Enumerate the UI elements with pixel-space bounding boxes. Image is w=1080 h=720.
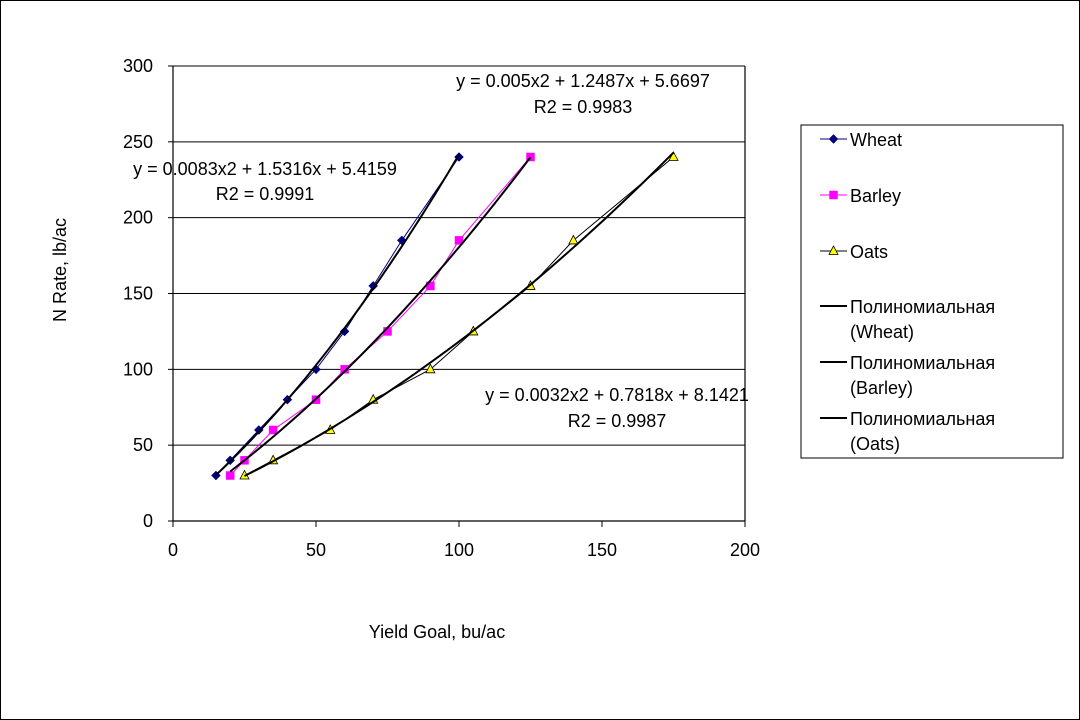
- legend-trendline-label: Полиномиальная: [850, 353, 995, 373]
- legend-label-barley: Barley: [850, 186, 901, 206]
- legend-trendline-series: (Wheat): [850, 322, 914, 342]
- y-tick-label: 50: [133, 435, 153, 455]
- y-tick-label: 250: [123, 132, 153, 152]
- legend-marker-wheat: [828, 134, 839, 144]
- legend-marker-oats: [828, 245, 839, 255]
- data-point-barley: [268, 425, 278, 435]
- trendline-oats: [244, 151, 675, 477]
- data-point-barley: [454, 236, 464, 245]
- equation-oats: y = 0.0032x2 + 0.7818x + 8.1421 R2 = 0.9…: [485, 385, 749, 431]
- y-tick-label: 300: [123, 56, 153, 76]
- equation-barley-r2: R2 = 0.9983: [534, 97, 633, 117]
- x-tick-label: 150: [587, 540, 617, 560]
- legend-trendline-label: Полиномиальная: [850, 297, 995, 317]
- axes: [168, 65, 746, 527]
- data-point-barley: [340, 365, 349, 374]
- equation-oats-r2: R2 = 0.9987: [568, 411, 667, 431]
- y-tick-label: 200: [123, 208, 153, 228]
- data-point-barley: [225, 471, 235, 480]
- equation-wheat-r2: R2 = 0.9991: [216, 184, 315, 204]
- legend-label-wheat: Wheat: [850, 130, 902, 150]
- x-axis-title: Yield Goal, bu/ac: [369, 622, 505, 642]
- y-tick-label: 150: [123, 284, 153, 304]
- equation-barley-formula: y = 0.005x2 + 1.2487x + 5.6697: [456, 71, 710, 91]
- tick-labels: 0 50 100 150 200 250 300 0 50 100 150 200: [123, 56, 760, 560]
- legend-trendline-label: Полиномиальная: [850, 409, 995, 429]
- data-point-oats: [425, 363, 436, 374]
- trendline-barley: [229, 156, 532, 473]
- data-point-wheat: [339, 326, 350, 337]
- x-tick-label: 200: [730, 540, 760, 560]
- legend: Wheat Barley Oats Полиномиальная (Wheat) Поли…: [800, 124, 1064, 459]
- data-point-oats: [668, 151, 679, 161]
- equation-barley: y = 0.005x2 + 1.2487x + 5.6697 R2 = 0.99…: [456, 71, 710, 117]
- trendline-wheat: [215, 154, 460, 476]
- y-tick-label: 0: [143, 511, 153, 531]
- legend-box: [800, 124, 1064, 459]
- trendline-layer: [215, 151, 675, 477]
- x-tick-label: 0: [168, 540, 178, 560]
- x-tick-label: 100: [444, 540, 474, 560]
- equation-wheat-formula: y = 0.0083x2 + 1.5316x + 5.4159: [133, 159, 397, 179]
- data-point-oats: [568, 234, 579, 245]
- equation-wheat: y = 0.0083x2 + 1.5316x + 5.4159 R2 = 0.9…: [133, 159, 397, 204]
- legend-label-oats: Oats: [850, 242, 888, 262]
- legend-trendline-series: (Barley): [850, 378, 913, 398]
- data-point-barley: [526, 152, 535, 162]
- x-tick-label: 50: [306, 540, 326, 560]
- legend-marker-barley: [829, 190, 838, 200]
- legend-trendline-series: (Oats): [850, 434, 900, 454]
- gridlines: [173, 65, 745, 446]
- equation-oats-formula: y = 0.0032x2 + 0.7818x + 8.1421: [485, 385, 749, 405]
- y-axis-title: N Rate, lb/ac: [50, 218, 70, 322]
- y-tick-label: 100: [123, 359, 153, 379]
